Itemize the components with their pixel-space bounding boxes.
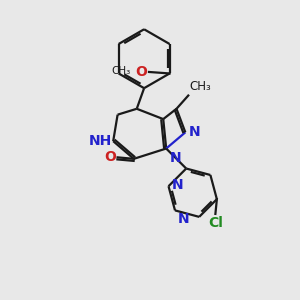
Text: N: N (189, 125, 200, 139)
Text: CH₃: CH₃ (190, 80, 212, 93)
Text: CH₃: CH₃ (112, 66, 131, 76)
Text: O: O (104, 150, 116, 164)
Text: N: N (170, 151, 182, 165)
Text: Cl: Cl (208, 216, 223, 230)
Text: N: N (178, 212, 190, 226)
Text: N: N (172, 178, 183, 192)
Text: NH: NH (88, 134, 112, 148)
Text: O: O (136, 65, 148, 79)
